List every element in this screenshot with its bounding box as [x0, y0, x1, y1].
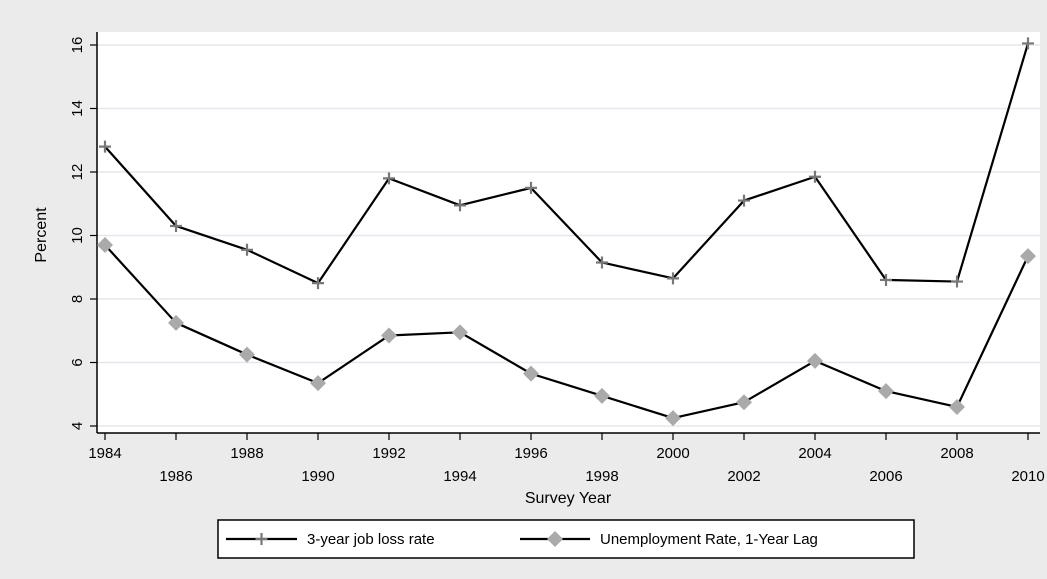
diamond-marker	[736, 394, 752, 411]
diamond-marker	[807, 352, 823, 369]
x-tick-label: 1990	[301, 468, 334, 485]
x-tick-label: 1986	[159, 468, 192, 485]
x-tick-label: 1994	[443, 468, 476, 485]
diamond-marker	[949, 398, 965, 415]
diamond-marker	[665, 410, 681, 427]
plus-marker	[667, 272, 679, 285]
plot-area	[97, 32, 1040, 433]
diamond-marker	[310, 375, 326, 392]
y-tick-label: 14	[69, 100, 86, 117]
legend-diamond-marker	[547, 531, 563, 547]
plus-marker	[170, 219, 182, 232]
y-tick-label: 12	[69, 164, 86, 181]
plus-marker	[383, 172, 395, 185]
x-tick-label: 2000	[656, 445, 689, 462]
legend-label: Unemployment Rate, 1-Year Lag	[600, 531, 818, 548]
plus-marker	[1022, 37, 1034, 50]
plus-marker	[809, 170, 821, 183]
diamond-marker	[239, 346, 255, 363]
x-tick-label: 1992	[372, 445, 405, 462]
gridlines	[97, 44, 1040, 427]
series-1	[99, 37, 1034, 290]
plus-marker	[596, 256, 608, 269]
x-tick-label: 1988	[230, 445, 263, 462]
diamond-marker	[594, 387, 610, 404]
diamond-marker	[381, 327, 397, 344]
plus-marker	[525, 181, 537, 194]
series-2	[97, 237, 1036, 427]
plus-marker	[454, 199, 466, 212]
legend-plus-marker	[255, 533, 268, 545]
y-tick-label: 8	[69, 295, 86, 303]
y-axis-title: Percent	[33, 207, 50, 263]
y-tick-label: 16	[69, 37, 86, 54]
legend-label: 3-year job loss rate	[307, 531, 435, 548]
series-2-line	[104, 244, 1029, 420]
y-tick-label: 6	[69, 358, 86, 366]
x-axis-title: Survey Year	[525, 490, 612, 507]
plus-marker	[241, 243, 253, 256]
y-tick-label: 4	[69, 422, 86, 430]
diamond-marker	[168, 314, 184, 331]
series-layer	[97, 37, 1036, 427]
plus-marker	[312, 277, 324, 290]
x-tick-label: 2008	[940, 445, 973, 462]
legend: 3-year job loss rate Unemployment Rate, 1…	[217, 519, 915, 559]
plus-marker	[99, 140, 111, 153]
x-tick-label: 1998	[585, 468, 618, 485]
plus-marker	[738, 194, 750, 207]
series-1-line	[104, 43, 1030, 285]
diamond-marker	[1020, 248, 1036, 265]
diamond-marker	[878, 383, 894, 400]
x-tick-label: 2002	[727, 468, 760, 485]
diamond-marker	[97, 237, 113, 254]
x-tick-label: 1984	[88, 445, 121, 462]
x-tick-label: 2006	[869, 468, 902, 485]
y-tick-label: 10	[69, 227, 86, 244]
x-tick-label: 1996	[514, 445, 547, 462]
axes: 4 6 8 10 12 14 16 1984 1986 1988 1990 1992 1994 1996 1…	[69, 32, 1045, 485]
plus-marker	[951, 275, 963, 288]
x-tick-label: 2010	[1011, 468, 1044, 485]
diamond-marker	[523, 365, 539, 382]
plus-marker	[880, 273, 892, 286]
diamond-marker	[452, 324, 468, 341]
x-tick-label: 2004	[798, 445, 831, 462]
